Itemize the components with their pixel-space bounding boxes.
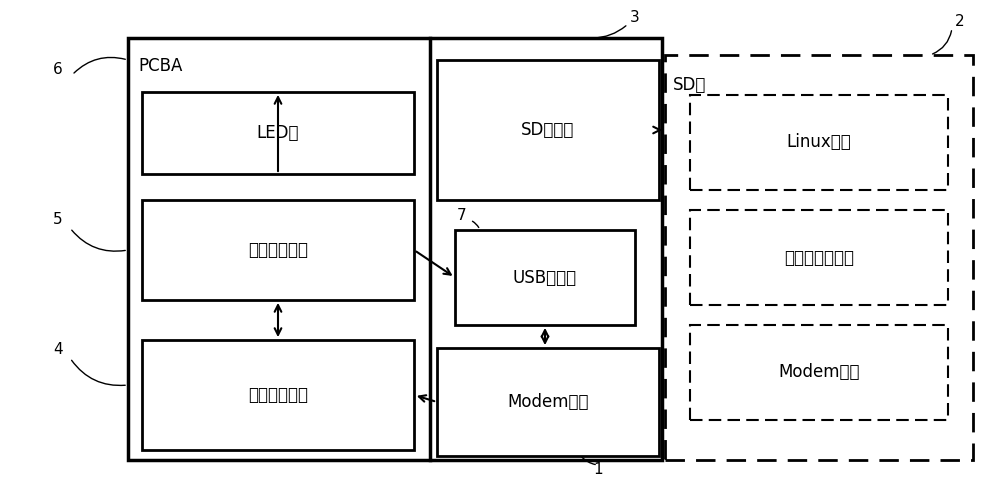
Text: 5: 5 (53, 213, 63, 227)
Bar (690, 325, 948, 420)
Text: PCBA: PCBA (138, 57, 182, 75)
Bar (690, 210, 948, 305)
Text: Modem模块: Modem模块 (507, 393, 589, 411)
Text: SD控制器: SD控制器 (521, 121, 575, 139)
Bar (437, 348, 659, 456)
Text: SD卡: SD卡 (673, 76, 706, 94)
Text: USB控制器: USB控制器 (513, 269, 577, 287)
Text: Modem驱动: Modem驱动 (778, 364, 860, 382)
Bar (665, 55, 973, 460)
Text: 4: 4 (53, 343, 63, 358)
Text: 1: 1 (593, 463, 603, 477)
Bar (690, 95, 948, 190)
Text: 最小根文件系统: 最小根文件系统 (784, 248, 854, 267)
Text: 6: 6 (53, 63, 63, 77)
Text: LED灯: LED灯 (257, 124, 299, 142)
Text: 自动匹配模块: 自动匹配模块 (248, 386, 308, 404)
Text: 自动测试模块: 自动测试模块 (248, 241, 308, 259)
Text: 7: 7 (457, 207, 467, 222)
Text: 3: 3 (630, 10, 640, 25)
Bar (455, 230, 635, 325)
Bar (128, 38, 662, 460)
Bar (437, 60, 659, 200)
Bar (142, 92, 414, 174)
Text: 2: 2 (955, 15, 965, 29)
Bar (142, 340, 414, 450)
Text: Linux内核: Linux内核 (787, 133, 851, 151)
Bar (142, 200, 414, 300)
